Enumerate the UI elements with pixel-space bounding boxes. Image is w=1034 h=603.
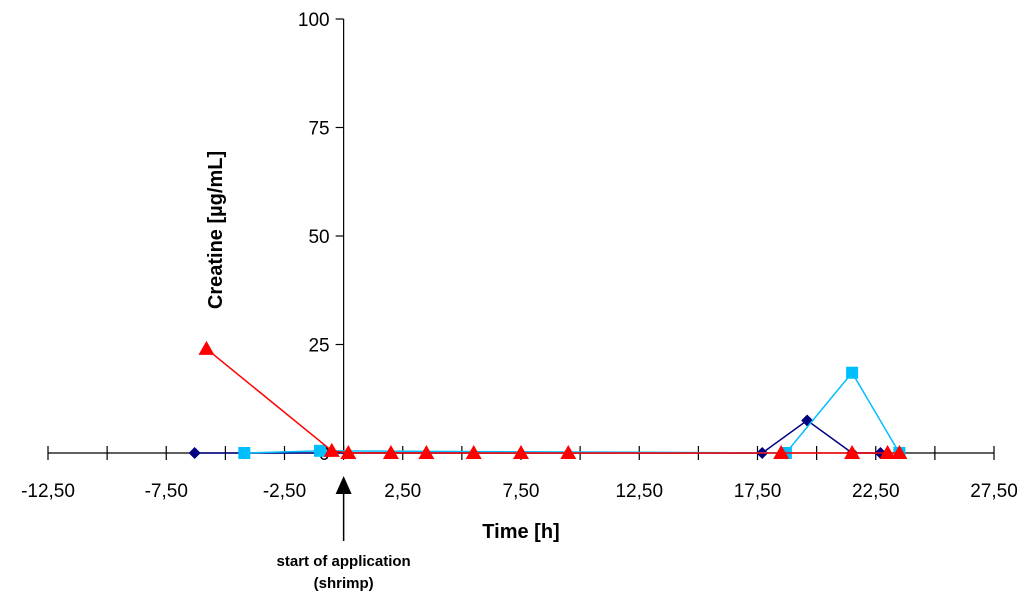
triangle-marker — [513, 445, 529, 459]
y-tick-label: 75 — [308, 119, 329, 140]
x-tick-label: 12,50 — [615, 481, 663, 502]
square-marker — [313, 444, 326, 457]
x-tick-label: 22,50 — [852, 481, 900, 502]
triangle-marker — [844, 445, 861, 459]
square-marker — [846, 366, 859, 379]
triangle-marker — [773, 445, 790, 459]
series-line — [194, 419, 881, 454]
triangle-marker — [465, 445, 482, 459]
series-3 — [198, 340, 908, 459]
x-tick-label: 17,50 — [734, 481, 782, 502]
diamond-marker — [801, 414, 814, 427]
annotation-layer: start of application (shrimp) — [277, 476, 411, 592]
y-tick-label: 25 — [308, 336, 329, 357]
annotation-text: (shrimp) — [314, 575, 374, 592]
series-line — [205, 348, 900, 454]
y-tick-label: 50 — [308, 227, 329, 248]
triangle-marker — [879, 445, 896, 459]
series-line — [244, 371, 901, 454]
triangle-marker — [340, 445, 357, 459]
x-axis-title: Time [h] — [482, 521, 559, 543]
triangle-marker — [323, 442, 340, 457]
triangle-marker — [418, 445, 435, 459]
x-tick-label: -12,50 — [21, 481, 75, 502]
y-tick-label: 100 — [298, 10, 330, 31]
diamond-marker — [188, 447, 201, 459]
x-tick-label: -7,50 — [145, 481, 188, 502]
x-tick-label: -2,50 — [263, 481, 306, 502]
triangle-marker — [198, 340, 215, 355]
series-layer — [188, 340, 908, 459]
annotation-text: start of application — [277, 553, 411, 570]
x-tick-label: 27,50 — [970, 481, 1018, 502]
triangle-marker — [560, 445, 577, 459]
arrow-head-icon — [335, 476, 352, 494]
x-tick-label: 2,50 — [384, 481, 421, 502]
x-tick-label: 7,50 — [503, 481, 540, 502]
labels: Time [h] Creatine [µg/mL] — [205, 151, 560, 543]
series-2 — [238, 366, 906, 459]
axes: -12,50 -7,50 -2,50 2,50 7,50 12,50 17,50 22,50 2… — [21, 10, 1018, 502]
square-marker — [238, 447, 251, 459]
triangle-marker — [891, 445, 908, 459]
y-axis-title: Creatine [µg/mL] — [205, 151, 227, 309]
triangle-marker — [382, 445, 399, 459]
